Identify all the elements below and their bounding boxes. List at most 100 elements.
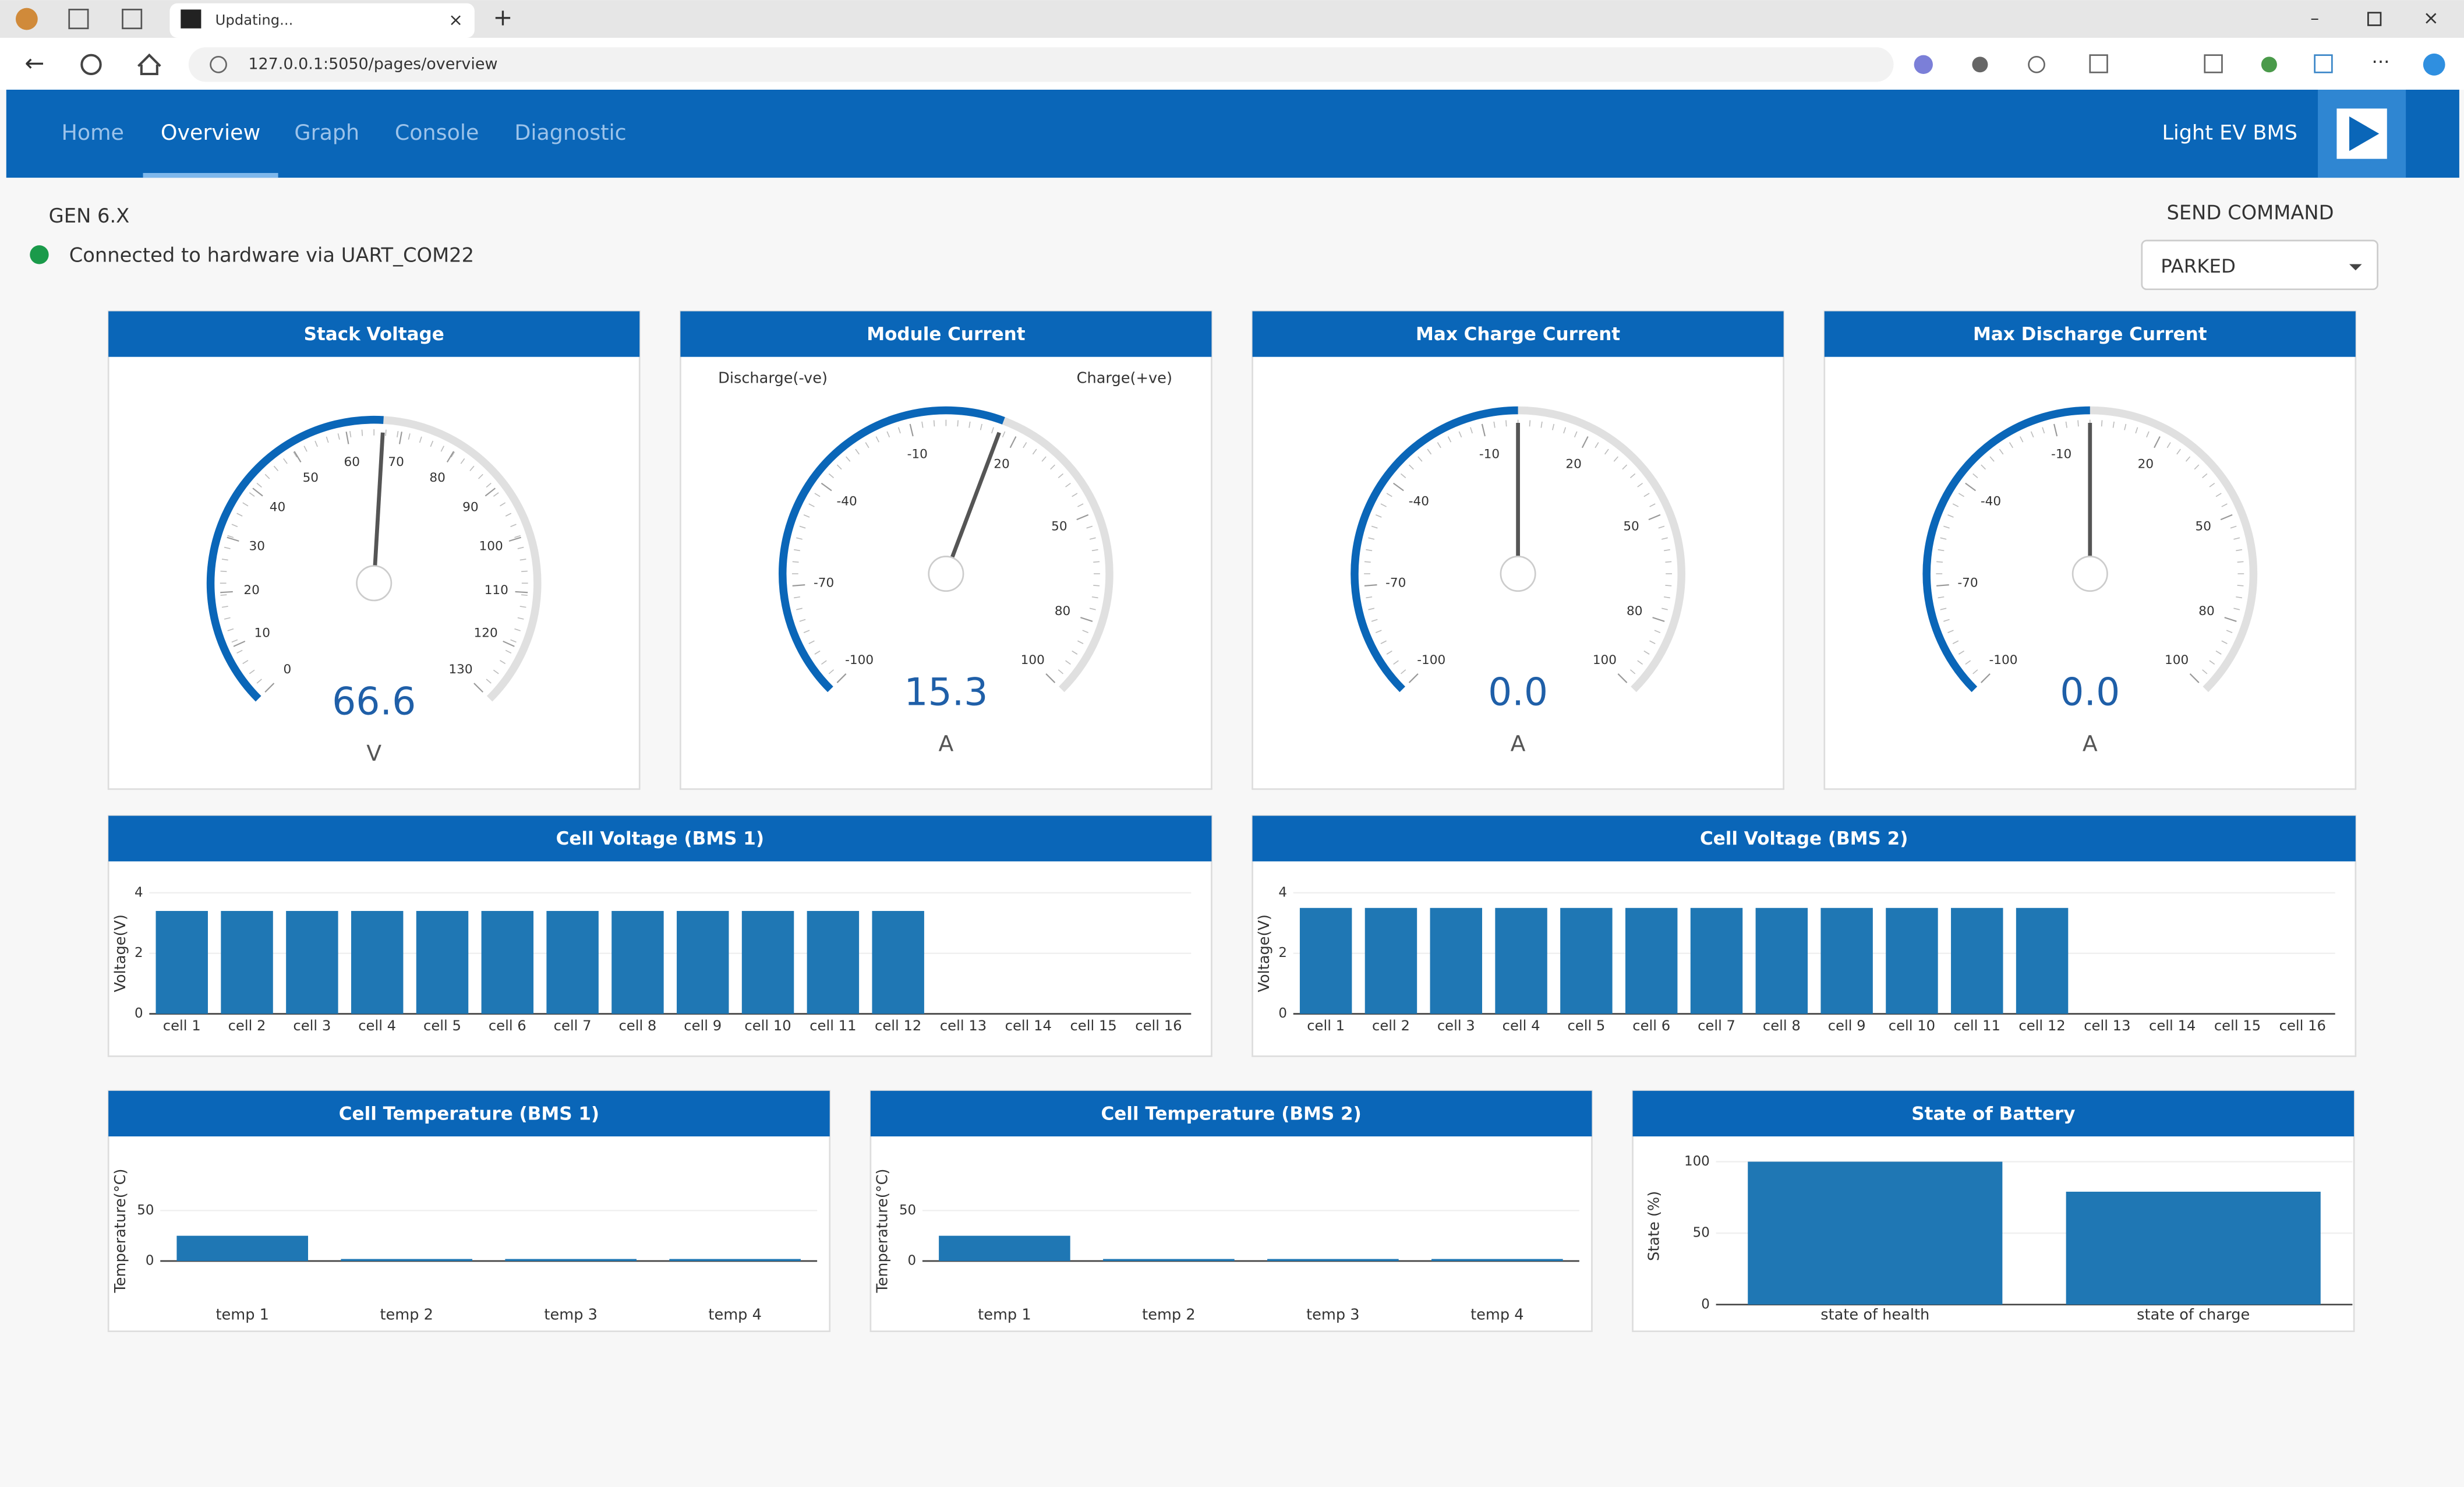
tabs-icon[interactable] — [122, 9, 143, 30]
extension-icon[interactable] — [1914, 55, 1933, 75]
gauge-side-label: Charge(+ve) — [1077, 369, 1172, 387]
x-tick-label: cell 5 — [423, 1017, 461, 1034]
maximize[interactable] — [2367, 12, 2382, 26]
address-field[interactable] — [188, 47, 1894, 82]
gauge-minor-tick — [1665, 561, 1672, 563]
gauge-minor-tick — [2215, 650, 2222, 655]
site-info[interactable] — [210, 55, 227, 73]
gauge-minor-tick — [1622, 464, 1628, 470]
gauge-minor-tick — [1380, 640, 1387, 644]
reload-button[interactable] — [80, 54, 102, 76]
extension-icon[interactable] — [2028, 55, 2045, 73]
bar — [416, 911, 469, 1014]
bar — [2016, 907, 2069, 1014]
gauge-minor-tick — [493, 669, 499, 674]
gauge-minor-tick — [510, 524, 517, 527]
gauge-value: 66.6 — [332, 680, 416, 724]
active-tab[interactable] — [169, 3, 475, 38]
workspace-icon[interactable] — [68, 9, 89, 30]
x-tick-label: cell 3 — [293, 1017, 331, 1034]
gauge-tick — [294, 451, 302, 463]
bar — [611, 911, 664, 1014]
nav-link[interactable]: Overview — [161, 120, 260, 145]
menu-icon[interactable]: ··· — [2372, 51, 2390, 73]
gauge-minor-tick — [430, 440, 434, 447]
gauge-tick-label: 100 — [2165, 653, 2189, 667]
connection-status: Connected to hardware via UART_COM22 — [69, 244, 474, 267]
nav-link[interactable]: Home — [61, 120, 124, 145]
gauge-minor-tick — [2202, 473, 2208, 478]
gauge-minor-tick — [1458, 431, 1462, 438]
gauge-minor-tick — [2209, 660, 2215, 665]
command-select[interactable] — [2141, 239, 2378, 291]
nav-link[interactable]: Graph — [294, 120, 359, 145]
gauge-minor-tick — [1940, 607, 1947, 610]
gauge-minor-tick — [828, 473, 835, 478]
gauge-minor-tick — [796, 607, 803, 610]
copilot-icon[interactable] — [2423, 53, 2445, 76]
gauge-fill — [206, 415, 384, 702]
connection-indicator — [30, 245, 49, 264]
gauge-tick-label: -100 — [1417, 653, 1445, 667]
home-button[interactable] — [137, 53, 161, 76]
gauge-fill — [1351, 406, 1518, 693]
gauge-tick-label: -40 — [1409, 494, 1429, 508]
gauge-minor-tick — [2233, 607, 2240, 610]
gauge-tick — [792, 584, 805, 587]
gauge-minor-tick — [283, 458, 288, 464]
y-tick-label: 0 — [1278, 1006, 1287, 1021]
nav-link[interactable]: Diagnostic — [514, 120, 626, 145]
x-tick-label: state of charge — [2137, 1306, 2250, 1324]
new-tab[interactable]: + — [493, 3, 513, 31]
gauge-minor-tick — [2185, 456, 2191, 462]
gauge-minor-tick — [521, 570, 528, 573]
panel-title: State of Battery — [1911, 1103, 2075, 1124]
gauge-minor-tick — [242, 502, 249, 507]
panel-title: Cell Voltage (BMS 1) — [556, 828, 764, 849]
y-axis-title: Voltage(V) — [1256, 914, 1273, 992]
gauge-minor-tick — [2226, 630, 2233, 634]
split-icon[interactable] — [2089, 54, 2108, 73]
minimize[interactable]: – — [2310, 8, 2319, 28]
x-tick-label: temp 2 — [1142, 1306, 1196, 1324]
gauge-tick-label: 100 — [1021, 653, 1045, 667]
bar — [741, 911, 794, 1014]
panel-title: Max Discharge Current — [1973, 324, 2207, 345]
gauge-minor-tick — [1540, 421, 1543, 428]
gauge-minor-tick — [2020, 436, 2024, 443]
tab-close[interactable]: × — [448, 9, 463, 30]
version: GEN 6.X — [49, 204, 130, 227]
gauge-minor-tick — [1023, 442, 1027, 448]
x-tick-label: cell 3 — [1437, 1017, 1475, 1034]
gauge-tick — [446, 451, 454, 463]
profile-icon[interactable] — [15, 8, 38, 30]
bar — [1625, 907, 1678, 1014]
gauge-tick — [227, 536, 239, 542]
gauge-value: 15.3 — [904, 670, 988, 714]
y-tick-label: 0 — [146, 1253, 154, 1269]
y-tick-label: 2 — [1278, 945, 1287, 960]
gauge-tick — [2224, 617, 2237, 622]
close-window[interactable]: × — [2423, 7, 2439, 29]
bar — [176, 1235, 309, 1262]
back-button[interactable]: ← — [24, 49, 44, 77]
gauge-minor-tick — [794, 596, 801, 599]
x-tick-label: cell 4 — [358, 1017, 396, 1034]
gauge-minor-tick — [249, 492, 255, 497]
gauge-minor-tick — [326, 436, 329, 443]
active-indicator — [143, 173, 278, 178]
gauge-minor-tick — [1947, 630, 1954, 634]
collections-icon[interactable] — [2204, 54, 2223, 73]
extension-icon[interactable] — [1972, 56, 1988, 73]
nav-link[interactable]: Console — [395, 120, 479, 145]
extension-icon[interactable] — [2261, 56, 2277, 73]
gauge-tick — [1076, 514, 1089, 521]
y-tick-label: 0 — [1701, 1297, 1710, 1312]
extension-icon[interactable] — [2314, 54, 2333, 73]
gauge-tick-label: -100 — [845, 653, 874, 667]
gauge-minor-tick — [408, 433, 411, 440]
gauge-tick — [821, 482, 832, 492]
gauge-tick — [398, 431, 402, 444]
gauge-tick — [233, 640, 246, 647]
gauge-tick — [836, 673, 847, 683]
